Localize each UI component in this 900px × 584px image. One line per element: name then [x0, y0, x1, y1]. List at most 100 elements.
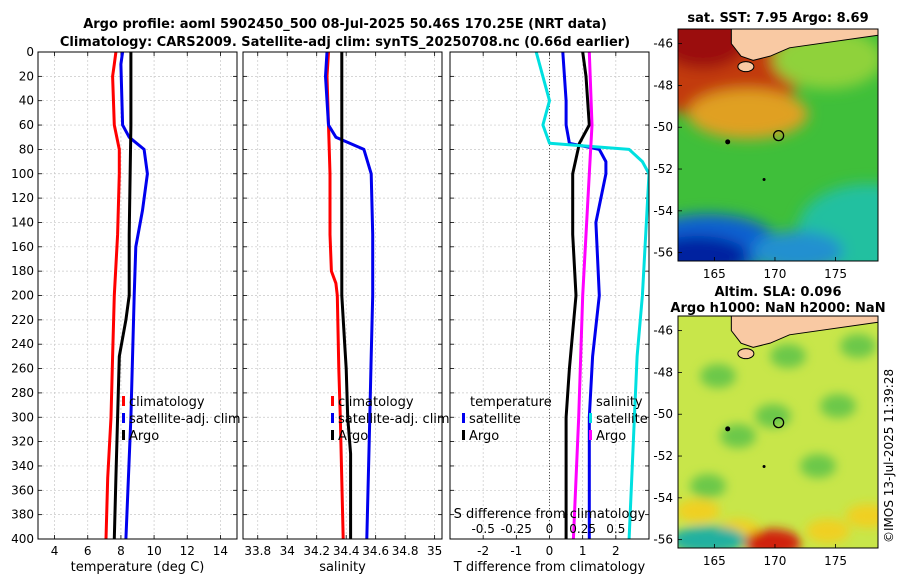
map-y-tick-label: -56: [653, 533, 673, 547]
land-stewart-island: [737, 61, 755, 73]
sla-map-panel: -46 -48 -50 -52 -54 -56 165 170 175 Altim. SLA: 0…: [653, 285, 885, 568]
sla-trough: [678, 526, 746, 548]
y-tick-label: 320: [11, 435, 34, 449]
y-tick-label: 100: [11, 167, 34, 181]
y-tick-label: 80: [19, 142, 34, 156]
y-tick-label: 260: [11, 362, 34, 376]
x-tick-label: 33.8: [244, 544, 271, 558]
land-stewart-island: [737, 348, 755, 360]
sla-map-title-line1: Altim. SLA: 0.096: [715, 285, 842, 300]
sst-map-panel: -46 -48 -50 -52 -54 -56 165 170 175 sat. SST: 7.9…: [653, 11, 879, 281]
map-x-tick-label: 170: [764, 554, 787, 568]
y-tick-label: 340: [11, 459, 34, 473]
temperature-line-climatology: [104, 52, 121, 539]
x-tick-label: 34.8: [392, 544, 419, 558]
sdiff-line-argo: [571, 52, 594, 539]
sla-low-patch: [770, 344, 806, 368]
map-y-tick-label: -48: [653, 78, 673, 92]
x-tick-label: 34.4: [333, 544, 360, 558]
s-tick-label: -0.25: [501, 522, 532, 536]
x-tick-label: 10: [146, 544, 161, 558]
temperature-panel: 0 20 40 60 80 100 120 140 160 180 200 220 240 260 280 3…: [11, 45, 241, 575]
s-tick-label: 0.25: [569, 522, 596, 536]
sla-low-patch: [720, 424, 756, 448]
tdiff-line-argo: [564, 52, 591, 539]
y-tick-label: 200: [11, 289, 34, 303]
x-axis-label: salinity: [319, 560, 366, 575]
sst-hot-corner: [678, 29, 748, 69]
x-tick-label: 14: [213, 544, 228, 558]
x-tick-label: 35: [427, 544, 442, 558]
x-tick-label: 6: [84, 544, 92, 558]
legend-swatch: [122, 430, 125, 440]
salinity-line-argo: [340, 52, 353, 539]
sla-peak: [745, 529, 801, 548]
legend-swatch: [331, 396, 334, 406]
y-tick-label: 0: [26, 45, 34, 59]
sla-high-patch: [806, 519, 850, 543]
legend-label: satellite-adj. clim: [129, 412, 241, 427]
s-tick-label: 0.5: [606, 522, 625, 536]
map-x-tick-label: 170: [764, 267, 787, 281]
legend-swatch: [331, 430, 334, 440]
legend-swatch: [462, 413, 465, 423]
map-field: [678, 316, 878, 548]
legend-label: satellite: [596, 412, 648, 427]
legend-label: climatology: [129, 395, 205, 410]
y-tick-label: 380: [11, 508, 34, 522]
land-campbell-island: [762, 464, 766, 468]
y-tick-label: 40: [19, 94, 34, 108]
legend-swatch: [122, 396, 125, 406]
sst-front: [688, 89, 808, 139]
s-tick-label: -0.5: [471, 522, 494, 536]
x-tick-label: 34.6: [362, 544, 389, 558]
legend-swatch: [331, 413, 334, 423]
x-tick-label: -2: [477, 544, 489, 558]
sla-field-patches: [678, 334, 878, 548]
sla-high-patch: [846, 504, 878, 528]
sla-map-title-line2: Argo h1000: NaN h2000: NaN: [670, 301, 885, 316]
land-new-zealand: [730, 29, 878, 61]
legend-label: satellite-adj. clim: [338, 412, 450, 427]
map-y-tick-label: -50: [653, 407, 673, 421]
map-y-tick-label: -54: [653, 491, 673, 505]
x-axis-label: T difference from climatology: [453, 560, 646, 575]
legend-swatch: [122, 413, 125, 423]
sla-low-patch: [820, 394, 856, 418]
plot-border: [242, 51, 443, 540]
x-tick-label: 4: [51, 544, 59, 558]
sst-cool-patch: [753, 231, 843, 261]
map-y-tick-label: -46: [653, 324, 673, 338]
sla-low-patch: [755, 404, 791, 428]
sst-coldest: [678, 236, 748, 261]
plot-border: [449, 51, 650, 540]
sla-low-patch: [800, 454, 836, 478]
sla-low-patch: [840, 334, 876, 358]
y-tick-label: 300: [11, 410, 34, 424]
y-tick-label: 240: [11, 337, 34, 351]
salinity-panel: 33.8 34 34.2 34.4 34.6 34.8 35 salinity climatol…: [242, 51, 450, 575]
map-y-tick-label: -56: [653, 246, 673, 260]
map-border: [677, 28, 879, 262]
x-tick-label: 2: [612, 544, 620, 558]
legend-swatch: [462, 430, 465, 440]
map-x-tick-label: 175: [824, 554, 847, 568]
legend-label: Argo: [129, 429, 159, 444]
y-tick-label: 140: [11, 215, 34, 229]
temperature-line-argo: [112, 52, 133, 539]
map-x-tick-label: 165: [703, 554, 726, 568]
y-tick-label: 220: [11, 313, 34, 327]
x-tick-label: 34: [280, 544, 295, 558]
legend-label: satellite: [469, 412, 521, 427]
legend-title-salinity: salinity: [596, 395, 643, 410]
x-tick-label: -1: [510, 544, 522, 558]
x-tick-label: 34.2: [303, 544, 330, 558]
sst-map-title: sat. SST: 7.95 Argo: 8.69: [687, 11, 868, 26]
map-y-tick-label: -52: [653, 449, 673, 463]
land-new-zealand: [730, 316, 878, 348]
y-tick-label: 120: [11, 191, 34, 205]
map-y-tick-label: -46: [653, 37, 673, 51]
y-tick-label: 60: [19, 118, 34, 132]
land-auckland-islands: [725, 426, 731, 432]
